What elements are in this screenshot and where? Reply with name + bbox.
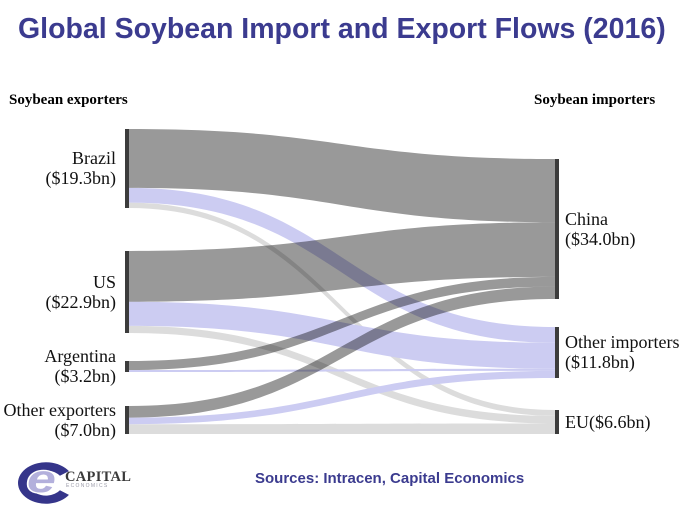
- svg-text:e: e: [27, 457, 56, 500]
